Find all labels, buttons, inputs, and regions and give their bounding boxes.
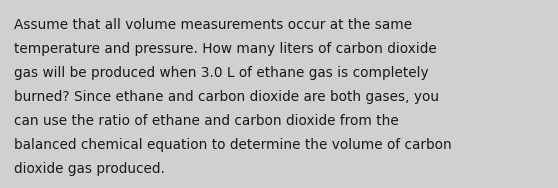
Text: gas will be produced when 3.0 L of ethane gas is completely: gas will be produced when 3.0 L of ethan… [14, 66, 429, 80]
Text: temperature and pressure. How many liters of carbon dioxide: temperature and pressure. How many liter… [14, 42, 437, 56]
Text: Assume that all volume measurements occur at the same: Assume that all volume measurements occu… [14, 18, 412, 32]
Text: can use the ratio of ethane and carbon dioxide from the: can use the ratio of ethane and carbon d… [14, 114, 399, 128]
Text: balanced chemical equation to determine the volume of carbon: balanced chemical equation to determine … [14, 138, 452, 152]
Text: dioxide gas produced.: dioxide gas produced. [14, 162, 165, 176]
Text: burned? Since ethane and carbon dioxide are both gases, you: burned? Since ethane and carbon dioxide … [14, 90, 439, 104]
